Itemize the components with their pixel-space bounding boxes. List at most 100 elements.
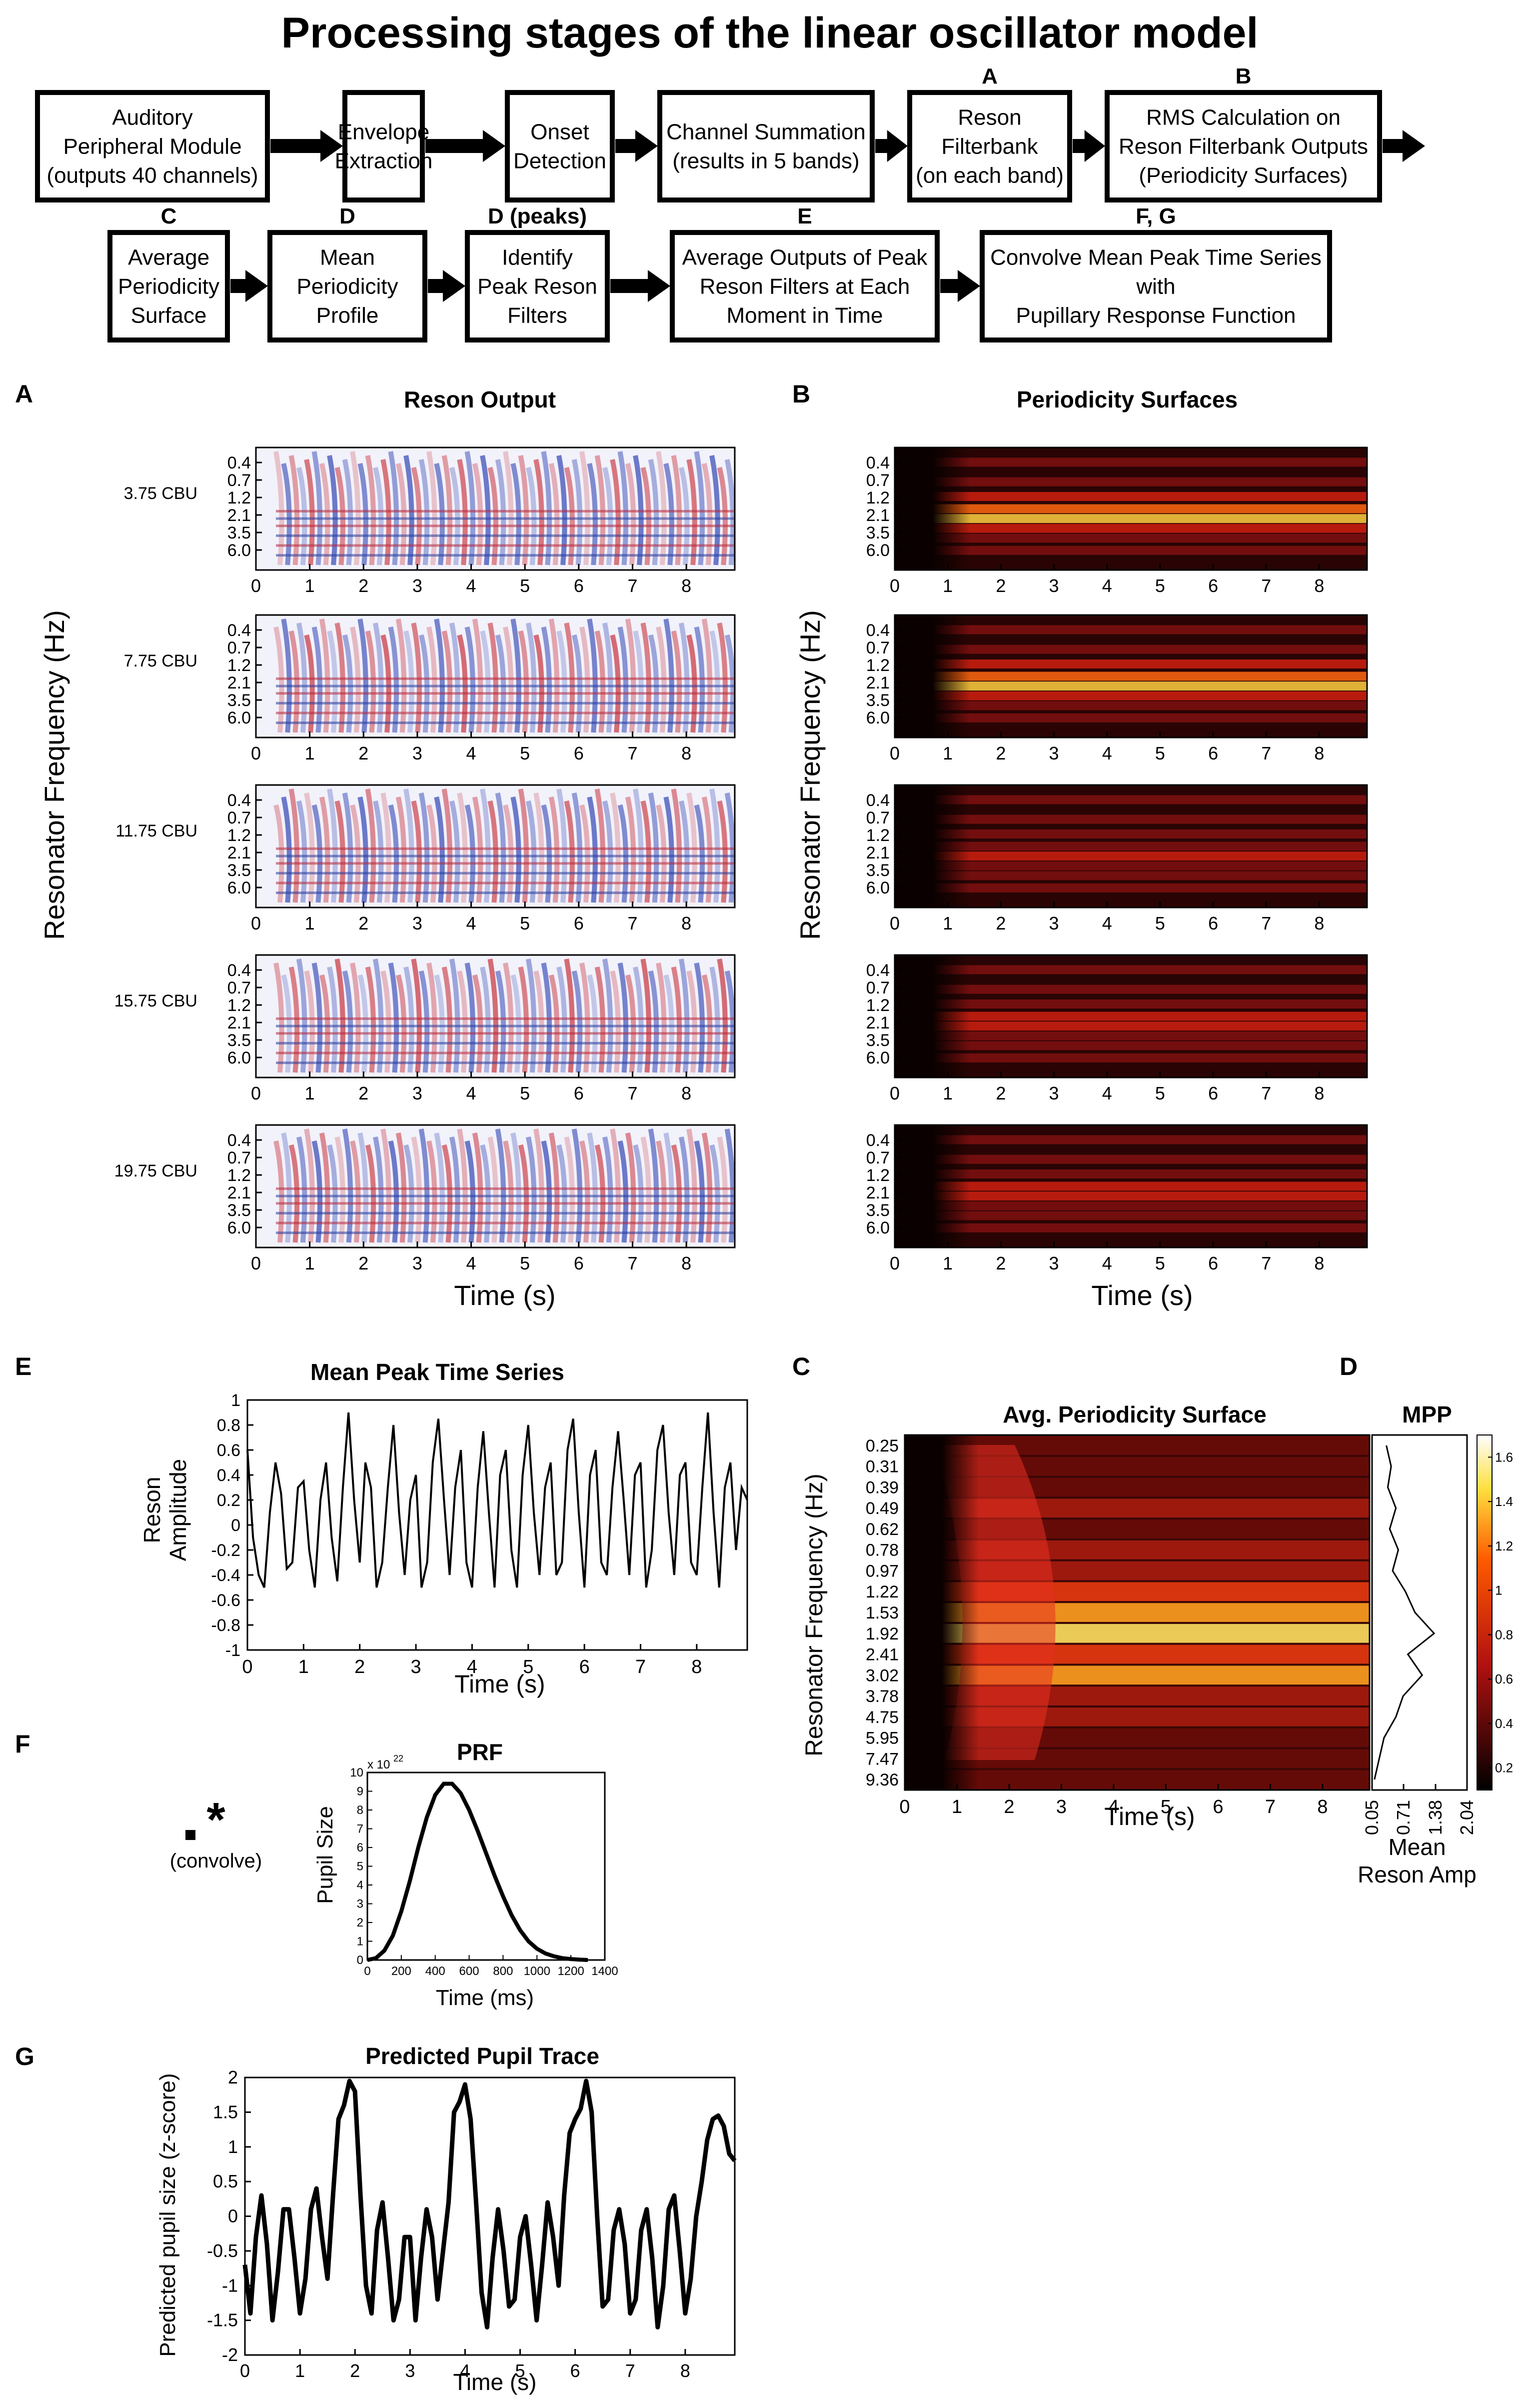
panel-a-xlabel: Time (s): [454, 1280, 555, 1311]
reson-wave: [663, 618, 674, 733]
reson-wave: [357, 462, 368, 566]
surface-xtick-label: 2: [996, 1253, 1006, 1274]
reson-wave: [449, 958, 460, 1073]
reson-wave: [571, 458, 583, 566]
reson-wave: [525, 622, 537, 733]
reson-wave: [464, 804, 476, 903]
reson-wave: [503, 626, 514, 733]
avg-surface-xtick-label: 0: [899, 1796, 910, 1818]
reson-wave: [273, 626, 284, 733]
reson-wave: [663, 462, 674, 566]
reson-wave: [579, 626, 590, 733]
pupil-ytick-label: -1.5: [207, 2310, 238, 2330]
flow-box-text: Reson: [958, 106, 1021, 130]
reson-wave: [311, 804, 323, 903]
surface-ytick-label: 1.2: [866, 826, 890, 845]
mpts-ytick-label: 0.6: [217, 1441, 240, 1460]
surface-plot-frame: [894, 954, 1368, 1078]
reson-wave: [541, 804, 552, 903]
panel-f-letter: F: [15, 1730, 30, 1758]
reson-wave: [327, 630, 338, 733]
reson-wave: [663, 1132, 674, 1243]
reson-xtick-label: 3: [412, 1083, 422, 1104]
reson-wave: [526, 1136, 537, 1243]
reson-wave: [724, 634, 736, 733]
reson-ytick-label: 0.4: [227, 454, 251, 472]
surface-ytick-label: 1.2: [866, 488, 890, 508]
reson-ytick-label: 0.7: [227, 808, 251, 828]
reson-wave: [579, 804, 590, 903]
flow-box-text: Pupillary Response Function: [1016, 304, 1296, 328]
reson-wave: [434, 462, 445, 566]
prf-xtick-label: 400: [425, 1964, 445, 1978]
surface-xtick-label: 0: [890, 1253, 900, 1274]
surface-xtick-label: 0: [890, 913, 900, 934]
surface-ytick-label: 0.7: [866, 638, 890, 658]
reson-wave: [418, 792, 430, 903]
reson-wave: [449, 800, 460, 903]
mpts-xtick-label: 6: [579, 1656, 590, 1678]
reson-output-band: 15.75 CBU 0.40.71.22.13.56.00 1 2 3 4 5 6 7 8: [114, 954, 736, 1104]
reson-wave: [533, 1128, 544, 1243]
reson-xtick-label: 4: [466, 576, 476, 596]
reson-wave: [679, 800, 690, 903]
reson-wave: [350, 1140, 361, 1243]
avg-surface-ytick-label: 4.75: [866, 1708, 899, 1727]
colorbar-tick-label: 1.2: [1495, 1538, 1513, 1554]
flow-box-text: Reson Filterbank Outputs: [1119, 134, 1368, 159]
reson-xtick-label: 1: [305, 913, 315, 934]
reson-wave: [556, 788, 567, 903]
mpp-xtick-label: 1.38: [1425, 1800, 1446, 1835]
reson-wave: [434, 618, 445, 733]
flow-box-letter: A: [982, 64, 998, 88]
reson-wave: [388, 451, 399, 566]
reson-xtick-label: 8: [681, 1253, 691, 1274]
surface-xtick-label: 8: [1314, 913, 1324, 934]
colorbar-tick-label: 0.8: [1495, 1627, 1513, 1642]
panel-e-letter: E: [15, 1352, 31, 1380]
reson-wave: [694, 962, 705, 1073]
reson-wave: [472, 618, 483, 733]
surface-xtick-label: 6: [1208, 743, 1218, 764]
mpts-xtick-label: 0: [242, 1656, 252, 1678]
surface-ytick-label: 0.7: [866, 471, 890, 490]
reson-xtick-label: 5: [520, 1253, 530, 1274]
reson-wave: [365, 966, 376, 1073]
avg-surface-onset-shade: [905, 1435, 1370, 1790]
periodicity-surface-band: 0.40.71.22.13.56.00 1 2 3 4 5 6 7 8: [866, 446, 1368, 596]
avg-surface-xtick-label: 6: [1213, 1796, 1223, 1818]
reson-xtick-label: 2: [358, 743, 368, 764]
reson-wave: [548, 462, 560, 566]
prf-xtick-label: 1000: [524, 1964, 550, 1978]
reson-xtick-label: 5: [520, 743, 530, 764]
reson-wave: [656, 626, 667, 733]
panel-f: F * (convolve) PRF Pupil Size 1098765432…: [15, 1730, 618, 2010]
pupil-ytick-label: 0.5: [213, 2171, 238, 2192]
surface-xtick-label: 4: [1102, 1253, 1112, 1274]
reson-wave: [273, 451, 284, 566]
reson-wave: [464, 962, 476, 1073]
pupil-ytick-label: -0.5: [207, 2240, 238, 2261]
avg-surface-ytick-label: 3.78: [866, 1687, 899, 1706]
panel-g-letter: G: [15, 2042, 34, 2070]
reson-ytick-label: 3.5: [227, 861, 251, 880]
mpts-ytick-label: 0: [231, 1516, 240, 1535]
flow-row-2: Average Periodicity Surface C Mean Periodicit…: [107, 204, 1332, 342]
panel-c: C Avg. Periodicity Surface Resonator Fre…: [792, 1352, 1371, 1830]
mpp-frame: [1371, 1434, 1468, 1791]
pupil-xtick-label: 2: [350, 2360, 360, 2381]
reson-wave: [281, 618, 292, 733]
avg-surface-ytick-label: 0.31: [866, 1458, 899, 1476]
reson-wave: [357, 796, 368, 903]
reson-wave: [526, 800, 537, 903]
reson-xtick-label: 3: [412, 1253, 422, 1274]
panel-c-title: Avg. Periodicity Surface: [1003, 1402, 1266, 1428]
avg-surface-ytick-label: 0.49: [866, 1499, 899, 1518]
prf-xtick-label: 0: [364, 1964, 370, 1978]
avg-surface-ytick-label: 1.92: [866, 1624, 899, 1644]
panel-b-letter: B: [792, 380, 810, 408]
prf-exponent-power: 22: [393, 1754, 403, 1764]
mpts-series-line: [246, 1412, 748, 1588]
reson-wave: [388, 962, 399, 1073]
